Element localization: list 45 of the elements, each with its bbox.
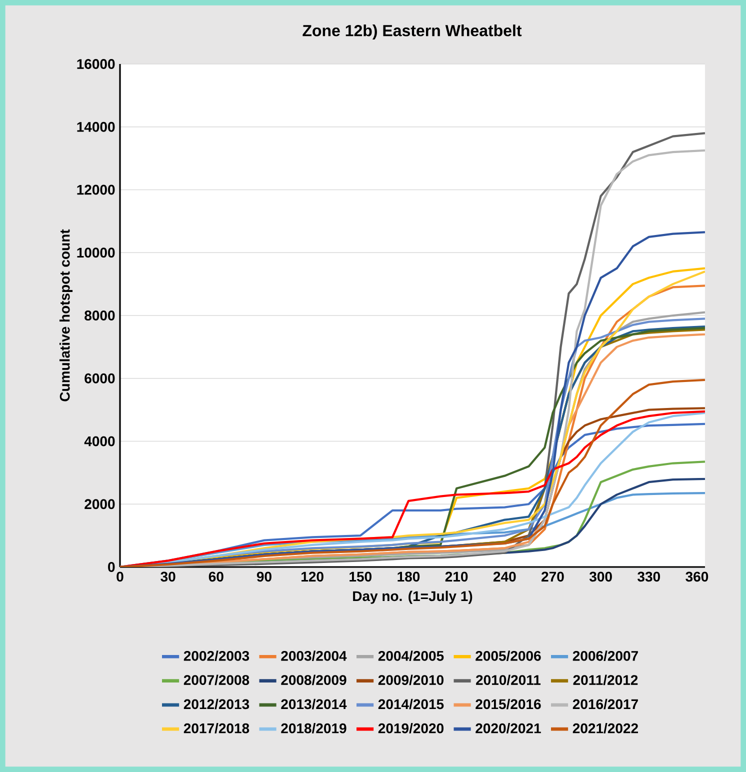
y-tick-label: 6000: [84, 373, 115, 384]
legend-label: 2007/2008: [184, 674, 250, 686]
y-tick-label: 14000: [77, 122, 115, 132]
x-tick-label: 180: [398, 572, 420, 582]
x-tick-label: 30: [160, 572, 176, 582]
legend-label: 2005/2006: [476, 650, 541, 661]
y-axis-title: Cumulative hotspot count: [59, 229, 73, 402]
legend-label: 2016/2017: [572, 698, 638, 710]
legend-label: 2015/2016: [476, 698, 541, 710]
legend-label: 2014/2015: [378, 698, 444, 710]
legend-label: 2009/2010: [378, 674, 444, 686]
x-tick-label: 60: [208, 572, 224, 582]
y-tick-label: 10000: [77, 248, 115, 258]
y-tick-label: 16000: [77, 59, 115, 69]
x-tick-label: 120: [302, 572, 324, 582]
legend-label: 2006/2007: [572, 650, 638, 661]
y-tick-label: 4000: [84, 436, 115, 446]
legend-label: 2004/2005: [378, 650, 444, 661]
y-tick-label: 0: [108, 562, 115, 572]
legend-label: 2003/2004: [281, 650, 347, 661]
legend-label: 2012/2013: [184, 698, 250, 710]
x-tick-label: 150: [350, 572, 372, 582]
x-tick-label: 330: [638, 572, 660, 582]
legend-label: 2011/2012: [573, 674, 638, 686]
x-tick-label: 210: [445, 572, 468, 582]
x-tick-label: 90: [256, 572, 272, 582]
legend-label: 2019/2020: [378, 722, 444, 734]
y-tick-label: 12000: [77, 184, 115, 195]
legend-label: 2020/2021: [476, 722, 541, 734]
legend-label: 2018/2019: [281, 722, 346, 734]
legend-label: 2017/2018: [184, 722, 250, 734]
x-tick-label: 360: [686, 572, 708, 582]
legend-label: 2021/2022: [572, 722, 638, 734]
x-tick-label: 240: [493, 572, 516, 582]
legend-label: 2002/2003: [184, 650, 250, 661]
x-tick-label: 300: [589, 572, 612, 582]
chart-title: Zone 12b) Eastern Wheatbelt: [302, 24, 522, 40]
legend-label: 2008/2009: [281, 674, 346, 686]
legend-label: 2013/2014: [281, 698, 347, 710]
x-tick-label: 270: [542, 572, 564, 582]
legend-label: 2010/2011: [476, 674, 541, 686]
x-axis-title: Day no. (1=July 1): [353, 590, 472, 604]
y-tick-label: 8000: [84, 310, 115, 320]
x-tick-label: 0: [116, 572, 124, 582]
y-tick-label: 2000: [84, 499, 115, 510]
